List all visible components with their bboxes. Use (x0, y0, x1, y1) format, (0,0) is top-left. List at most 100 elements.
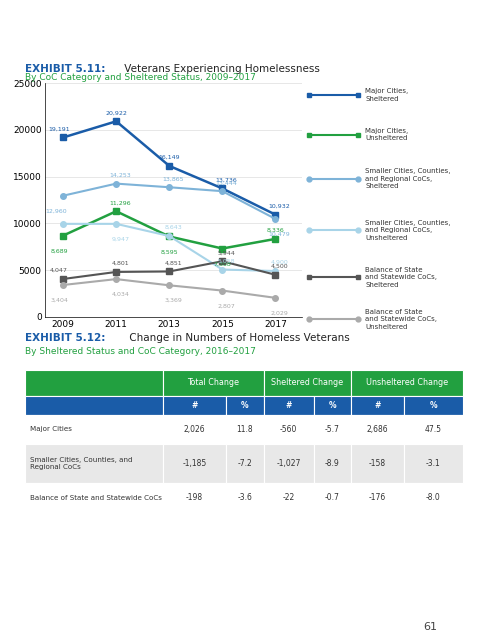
Text: The 2017 Annual Homeless Assessment Report to Congress: Part 1: The 2017 Annual Homeless Assessment Repo… (159, 31, 449, 40)
Bar (25, 370, 163, 396)
Text: 13,444: 13,444 (215, 180, 238, 186)
Text: #: # (191, 401, 198, 410)
Text: 2,029: 2,029 (271, 310, 289, 316)
Bar (263, 483, 314, 512)
Text: By Sheltered Status and CoC Category, 2016–2017: By Sheltered Status and CoC Category, 20… (25, 347, 255, 356)
Text: -1,185: -1,185 (182, 459, 206, 468)
Text: 8,336: 8,336 (266, 228, 284, 233)
Text: 8,689: 8,689 (50, 248, 68, 253)
Text: Sheltered Change: Sheltered Change (271, 378, 344, 387)
Bar (163, 444, 226, 483)
Text: -8.0: -8.0 (426, 493, 441, 502)
Bar (226, 415, 263, 444)
Text: %: % (329, 401, 336, 410)
Text: Major Cities: Major Cities (30, 426, 72, 433)
Bar (163, 415, 226, 444)
Text: -3.6: -3.6 (238, 493, 252, 502)
Text: Total Change: Total Change (187, 378, 239, 387)
Text: Balance of State
and Statewide CoCs,
Unsheltered: Balance of State and Statewide CoCs, Uns… (365, 308, 437, 330)
Bar (351, 415, 404, 444)
Text: EXHIBIT 5.11:: EXHIBIT 5.11: (25, 64, 105, 74)
Text: 4,034: 4,034 (111, 292, 129, 297)
Text: 12,960: 12,960 (46, 209, 67, 214)
Text: #: # (286, 401, 292, 410)
Text: 2,807: 2,807 (218, 303, 236, 308)
Bar (263, 396, 314, 415)
Text: Smaller Cities, Counties,
and Regional CoCs,
Sheltered: Smaller Cities, Counties, and Regional C… (365, 168, 451, 189)
Text: -5.7: -5.7 (325, 425, 340, 434)
Text: 13,865: 13,865 (163, 177, 184, 181)
Text: Major Cities,
Sheltered: Major Cities, Sheltered (365, 88, 408, 102)
Bar (404, 483, 463, 512)
Text: 4,801: 4,801 (111, 261, 129, 266)
Bar (314, 444, 351, 483)
Text: -3.1: -3.1 (426, 459, 441, 468)
Text: 5,944: 5,944 (218, 250, 236, 255)
Text: -158: -158 (369, 459, 386, 468)
Text: 2,686: 2,686 (367, 425, 388, 434)
Text: 10,932: 10,932 (269, 204, 291, 209)
Text: 61: 61 (424, 622, 438, 632)
Bar (226, 483, 263, 512)
Text: 4,500: 4,500 (271, 264, 289, 269)
Bar (404, 444, 463, 483)
Bar (226, 396, 263, 415)
Bar (351, 370, 463, 396)
Text: 11.8: 11.8 (237, 425, 253, 434)
Text: 5,058: 5,058 (218, 259, 235, 264)
Text: EXHIBIT 5.12:: EXHIBIT 5.12: (25, 333, 105, 343)
Text: 10,479: 10,479 (269, 232, 291, 237)
Text: 7,308: 7,308 (213, 261, 231, 266)
Text: %: % (430, 401, 437, 410)
Bar (25, 444, 163, 483)
Text: 8,643: 8,643 (164, 225, 182, 230)
Text: Major Cities,
Unsheltered: Major Cities, Unsheltered (365, 128, 408, 141)
Text: 47.5: 47.5 (425, 425, 442, 434)
Text: -560: -560 (280, 425, 297, 434)
Text: 3,369: 3,369 (164, 298, 182, 303)
Text: -176: -176 (369, 493, 386, 502)
Text: -22: -22 (283, 493, 295, 502)
Bar (25, 396, 163, 415)
Text: 4,900: 4,900 (271, 260, 289, 265)
Text: Smaller Cities, Counties, and
Regional CoCs: Smaller Cities, Counties, and Regional C… (30, 457, 133, 470)
Text: 3,404: 3,404 (50, 298, 68, 303)
Bar (404, 396, 463, 415)
Text: #: # (374, 401, 381, 410)
Bar (314, 396, 351, 415)
Bar (314, 415, 351, 444)
Text: %: % (241, 401, 248, 410)
Text: -8.9: -8.9 (325, 459, 340, 468)
Text: Balance of State and Statewide CoCs: Balance of State and Statewide CoCs (30, 495, 162, 500)
Text: Veterans Experiencing Homelessness: Veterans Experiencing Homelessness (121, 64, 320, 74)
Bar (163, 396, 226, 415)
Bar (163, 370, 263, 396)
Text: -1,027: -1,027 (277, 459, 301, 468)
Bar (263, 370, 351, 396)
Text: Change in Numbers of Homeless Veterans: Change in Numbers of Homeless Veterans (126, 333, 350, 343)
Bar (263, 444, 314, 483)
Text: 9,947: 9,947 (111, 237, 129, 242)
Text: By CoC Category and Sheltered Status, 2009–2017: By CoC Category and Sheltered Status, 20… (25, 73, 255, 82)
Bar (25, 415, 163, 444)
Text: 2,026: 2,026 (184, 425, 205, 434)
Bar (314, 483, 351, 512)
Bar (163, 483, 226, 512)
Text: 13,736: 13,736 (216, 178, 238, 182)
Text: 4,851: 4,851 (165, 260, 182, 266)
Bar (404, 415, 463, 444)
Text: 8,595: 8,595 (160, 249, 178, 254)
Bar (263, 415, 314, 444)
Text: -0.7: -0.7 (325, 493, 340, 502)
Text: -7.2: -7.2 (238, 459, 252, 468)
Text: Unsheltered Change: Unsheltered Change (366, 378, 448, 387)
Bar (351, 483, 404, 512)
Text: 14,253: 14,253 (109, 173, 131, 178)
Text: Balance of State
and Statewide CoCs,
Sheltered: Balance of State and Statewide CoCs, She… (365, 267, 437, 287)
Bar (25, 483, 163, 512)
Text: 11,296: 11,296 (109, 200, 131, 205)
Text: 20,922: 20,922 (105, 111, 127, 115)
Bar (351, 444, 404, 483)
Bar (226, 444, 263, 483)
Text: 4,047: 4,047 (50, 268, 68, 273)
